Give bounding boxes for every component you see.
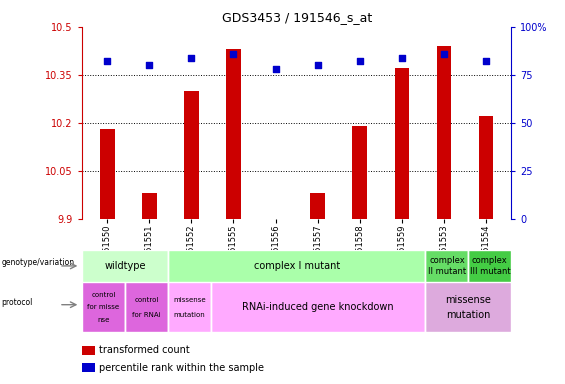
Text: control: control	[91, 292, 116, 298]
Point	[145, 62, 154, 68]
Text: complex: complex	[472, 255, 508, 265]
Bar	[82, 250, 168, 282]
Bar	[468, 250, 511, 282]
Bar	[394, 68, 409, 219]
Text: wildtype: wildtype	[104, 261, 146, 271]
Bar	[211, 282, 425, 332]
Bar	[353, 126, 367, 219]
Text: II mutant: II mutant	[428, 267, 466, 276]
Text: percentile rank within the sample: percentile rank within the sample	[99, 363, 264, 373]
Text: for misse: for misse	[88, 304, 119, 310]
Point	[481, 58, 490, 65]
Bar	[100, 129, 115, 219]
Text: control: control	[134, 297, 159, 303]
Title: GDS3453 / 191546_s_at: GDS3453 / 191546_s_at	[221, 11, 372, 24]
Text: for RNAi: for RNAi	[132, 312, 160, 318]
Point	[103, 58, 112, 65]
Bar	[82, 282, 125, 332]
Bar	[168, 282, 211, 332]
Text: complex: complex	[429, 255, 465, 265]
Bar	[142, 193, 157, 219]
Bar	[82, 346, 95, 355]
Text: mutation: mutation	[446, 310, 490, 320]
Point	[229, 51, 238, 57]
Point	[187, 55, 196, 61]
Text: transformed count: transformed count	[99, 345, 190, 355]
Point	[271, 66, 280, 72]
Point	[397, 55, 406, 61]
Text: genotype/variation: genotype/variation	[2, 258, 75, 267]
Text: missense: missense	[445, 295, 492, 305]
Bar	[437, 46, 451, 219]
Bar	[184, 91, 199, 219]
Bar	[425, 250, 468, 282]
Bar	[168, 250, 425, 282]
Text: RNAi-induced gene knockdown: RNAi-induced gene knockdown	[242, 302, 394, 312]
Point	[440, 51, 449, 57]
Text: complex I mutant: complex I mutant	[254, 261, 340, 271]
Bar	[82, 363, 95, 372]
Text: protocol: protocol	[2, 298, 33, 307]
Text: nse: nse	[97, 317, 110, 323]
Bar	[479, 116, 493, 219]
Text: missense: missense	[173, 297, 206, 303]
Bar	[425, 282, 511, 332]
Bar	[125, 282, 168, 332]
Text: mutation: mutation	[173, 312, 205, 318]
Point	[313, 62, 322, 68]
Text: III mutant: III mutant	[470, 267, 510, 276]
Bar	[226, 49, 241, 219]
Point	[355, 58, 364, 65]
Bar	[310, 193, 325, 219]
